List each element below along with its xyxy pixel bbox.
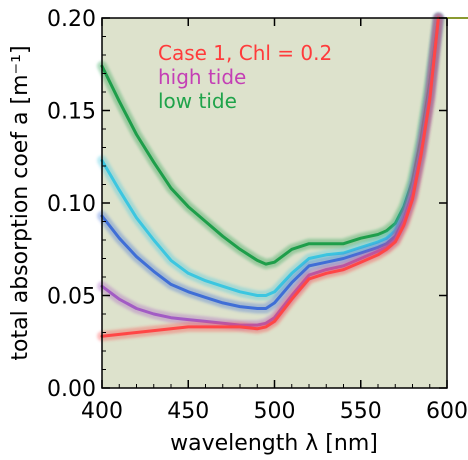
y-tick-label: 0.10	[47, 192, 96, 217]
series-line-4	[100, 16, 440, 338]
legend-label-low-tide: low tide	[158, 89, 237, 113]
tick-layer: 400 450 500 550 600 0.00 0.05 0.10 0.15 0.20	[47, 7, 468, 424]
x-tick-label: 550	[340, 399, 382, 424]
y-tick-label: 0.00	[47, 377, 96, 402]
y-tick-label: 0.05	[47, 285, 96, 310]
y-tick-label: 0.20	[47, 7, 96, 32]
legend-label-case1: Case 1, Chl = 0.2	[158, 41, 332, 65]
x-tick-label: 600	[426, 399, 468, 424]
x-tick-label: 500	[254, 399, 296, 424]
y-tick-label: 0.15	[47, 100, 96, 125]
series-layer	[97, 13, 444, 342]
x-tick-label: 450	[167, 399, 209, 424]
x-axis-label: wavelength λ [nm]	[170, 431, 378, 456]
legend-label-high-tide: high tide	[158, 65, 246, 89]
y-axis-label: total absorption coef a [m⁻¹]	[8, 45, 33, 360]
x-tick-label: 400	[81, 399, 123, 424]
